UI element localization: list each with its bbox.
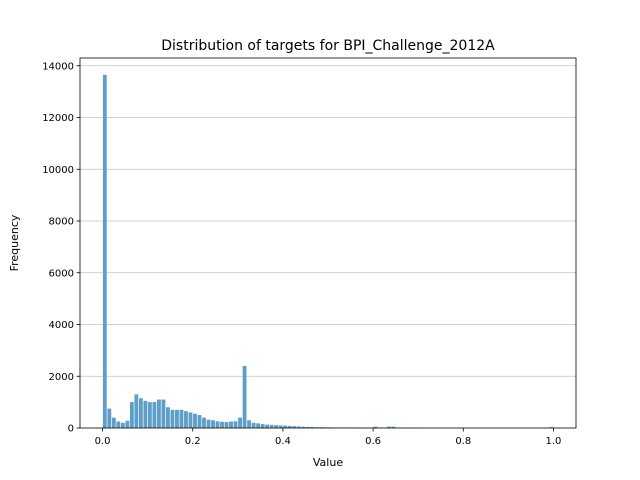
histogram-bar [251,422,256,428]
histogram-bar [197,415,202,428]
histogram-bar [193,413,197,428]
histogram-bar [283,425,288,428]
histogram-bar [305,426,310,428]
x-tick-label: 1.0 [546,436,562,447]
y-tick-label: 4000 [49,320,74,331]
histogram-bar [292,426,297,428]
x-tick-label: 0.2 [185,436,201,447]
histogram-bar [260,424,265,428]
y-tick-label: 2000 [49,372,74,383]
histogram-bar [184,411,188,428]
histogram-bar [301,426,306,428]
x-axis-ticks: 0.0 0.2 0.4 0.6 0.8 1.0 [95,428,562,447]
histogram-bar [188,412,193,428]
x-tick-label: 0.6 [365,436,381,447]
histogram-bar [129,402,134,428]
histogram-bar [247,420,252,428]
histogram-bar [179,409,184,428]
y-tick-label: 0 [68,424,74,435]
histogram-bar [107,408,112,428]
x-axis-label: Value [313,456,343,469]
chart-title: Distribution of targets for BPI_Challeng… [161,38,495,54]
histogram-bar [206,419,211,428]
histogram-bar [220,421,224,428]
histogram-bar [156,399,161,428]
histogram-bar [229,421,233,428]
x-tick-label: 0.0 [95,436,111,447]
histogram-bar [278,425,283,428]
histogram-bar [120,422,125,428]
histogram-bar [256,423,261,428]
x-tick-label: 0.8 [455,436,471,447]
histogram-bar [202,417,206,428]
histogram-bar [125,420,130,428]
histogram-bar [147,402,152,428]
histogram-bar [134,394,139,428]
histogram-bar [296,426,301,428]
histogram-bar [224,422,229,428]
histogram-bar [391,426,396,428]
histogram-bar [265,424,270,428]
y-tick-label: 10000 [42,165,74,176]
x-tick-label: 0.4 [275,436,291,447]
histogram-bar [111,417,116,428]
histogram-bar [269,424,274,428]
histogram-bar [233,421,238,428]
histogram-bar [161,399,166,428]
y-axis-label: Frequency [8,214,21,271]
y-axis-ticks: 0 2000 4000 6000 8000 10000 12000 14000 [42,61,80,435]
histogram-bar [242,365,247,428]
histogram-bar [310,426,315,428]
histogram-bar [215,421,220,428]
histogram-bar [386,426,391,428]
y-tick-label: 12000 [42,113,74,124]
histogram-bar [138,398,143,428]
histogram-bar [166,407,170,428]
y-tick-label: 14000 [42,61,74,72]
histogram-bar [175,409,179,428]
histogram-bar [116,421,121,428]
histogram-bar [102,74,107,429]
histogram-bar [238,417,242,428]
histogram-bar [170,409,175,428]
plot-area-frame [79,57,577,429]
histogram-bar [373,426,378,428]
y-tick-label: 8000 [49,217,74,228]
y-tick-label: 6000 [49,268,74,279]
histogram-bar [152,402,157,428]
histogram-bar [274,425,279,428]
histogram-bar [143,400,148,428]
y-gridlines [80,65,576,377]
histogram-bar [287,425,292,428]
histogram-bar [211,420,215,428]
